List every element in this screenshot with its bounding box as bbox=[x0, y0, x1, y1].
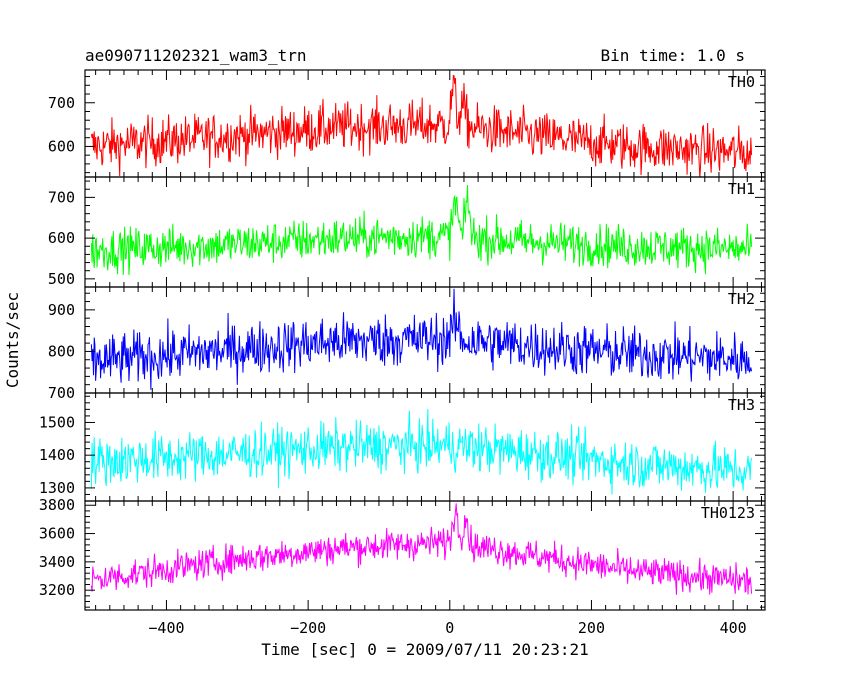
series-line-th1 bbox=[90, 185, 753, 276]
y-tick-label: 600 bbox=[48, 137, 75, 155]
series-line-th0123 bbox=[90, 503, 753, 595]
y-axis-label: Counts/sec bbox=[3, 292, 22, 388]
panel-label-th0123: TH0123 bbox=[701, 504, 755, 522]
panel-th0123: 3200 3400 3600 3800 TH0123 bbox=[39, 496, 766, 611]
panel-label-th3: TH3 bbox=[728, 396, 755, 414]
panel-label-th2: TH2 bbox=[728, 290, 755, 308]
x-tick-label: 0 bbox=[445, 619, 454, 637]
panels-group: 600 700 TH0 500 600 700 TH1 700 800 900 TH2 1300 140… bbox=[39, 69, 766, 637]
x-axis-label: Time [sec] 0 = 2009/07/11 20:23:21 bbox=[261, 640, 589, 659]
panel-th3: 1300 1400 1500 TH3 bbox=[39, 392, 766, 502]
x-tick-label: 200 bbox=[578, 619, 605, 637]
y-tick-label: 1500 bbox=[39, 413, 75, 431]
y-tick-label: 3400 bbox=[39, 553, 75, 571]
series-line-th3 bbox=[90, 409, 753, 495]
y-tick-label: 3800 bbox=[39, 496, 75, 514]
y-tick-label: 700 bbox=[48, 94, 75, 112]
panel-th1: 500 600 700 TH1 bbox=[48, 176, 766, 288]
y-tick-label: 3200 bbox=[39, 581, 75, 599]
bin-time-label: Bin time: 1.0 s bbox=[601, 46, 746, 65]
panel-label-th0: TH0 bbox=[728, 73, 755, 91]
y-tick-label: 600 bbox=[48, 229, 75, 247]
x-tick-label: −200 bbox=[290, 619, 326, 637]
panel-frame bbox=[84, 286, 766, 394]
x-tick-label: −400 bbox=[148, 619, 184, 637]
panel-label-th1: TH1 bbox=[728, 180, 755, 198]
series-line-th2 bbox=[90, 288, 753, 390]
y-tick-label: 900 bbox=[48, 301, 75, 319]
y-tick-label: 3600 bbox=[39, 525, 75, 543]
x-tick-label: 400 bbox=[720, 619, 747, 637]
y-tick-label: 700 bbox=[48, 384, 75, 402]
y-tick-label: 500 bbox=[48, 270, 75, 288]
y-tick-label: 1400 bbox=[39, 446, 75, 464]
y-tick-label: 1300 bbox=[39, 479, 75, 497]
y-tick-label: 700 bbox=[48, 188, 75, 206]
figure-title: ae090711202321_wam3_trn bbox=[85, 46, 307, 65]
panel-th2: 700 800 900 TH2 bbox=[48, 286, 766, 402]
panel-frame bbox=[84, 500, 766, 611]
series-line-th0 bbox=[90, 74, 753, 177]
panel-th0: 600 700 TH0 bbox=[48, 69, 766, 178]
y-tick-label: 800 bbox=[48, 342, 75, 360]
